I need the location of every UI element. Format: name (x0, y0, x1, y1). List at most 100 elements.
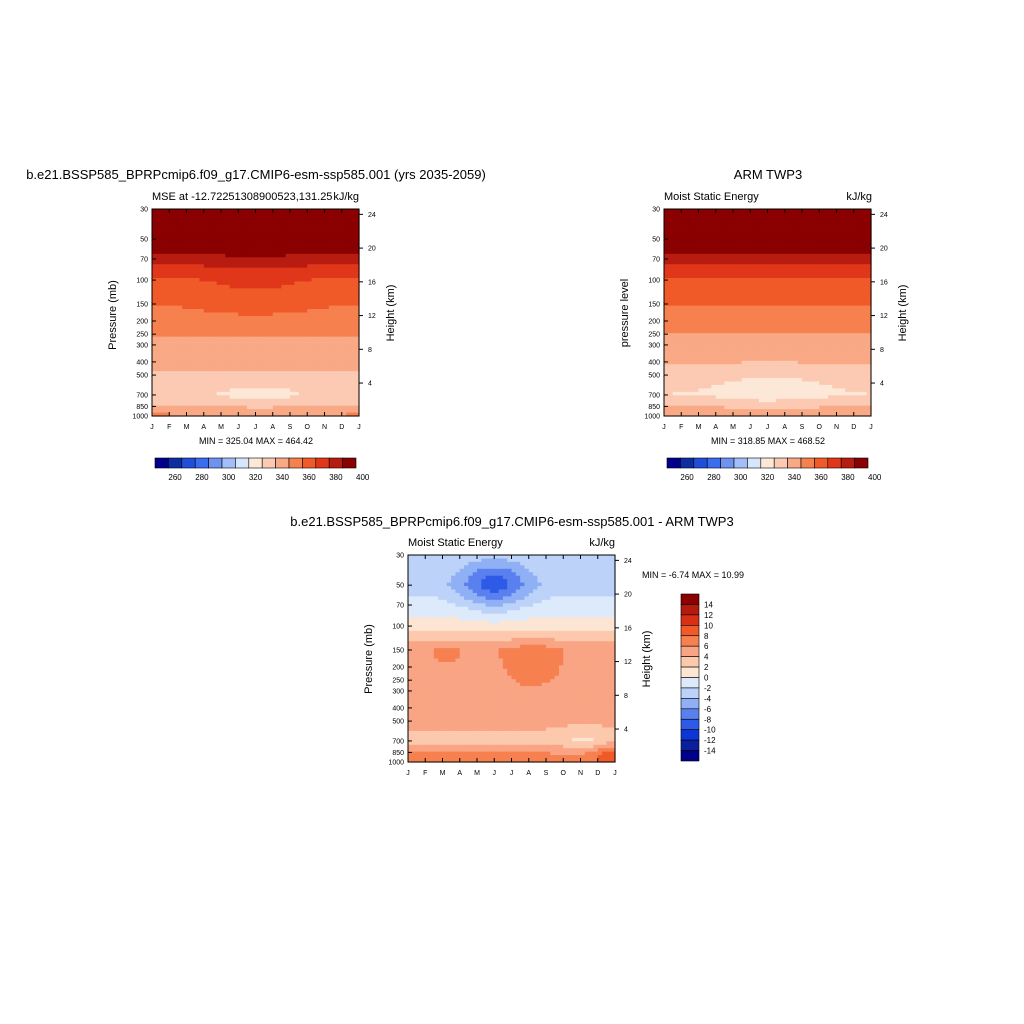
contour-cell (827, 309, 833, 314)
contour-cell (866, 253, 872, 258)
contour-cell (676, 212, 682, 217)
contour-cell (242, 309, 248, 314)
contour-cell (819, 312, 825, 317)
contour-cell (862, 312, 868, 317)
contour-cell (333, 250, 339, 255)
contour-cell (771, 322, 777, 327)
contour-cell (741, 243, 747, 248)
contour-cell (285, 222, 291, 227)
contour-cell (767, 305, 773, 310)
contour-cell (281, 357, 287, 362)
contour-cell (814, 309, 820, 314)
contour-cell (784, 274, 790, 279)
contour-cell (737, 281, 743, 286)
contour-cell (311, 284, 317, 289)
contour-cell (259, 288, 265, 293)
contour-cell (845, 226, 851, 231)
contour-cell (177, 391, 183, 396)
contour-cell (255, 257, 261, 262)
contour-cell (199, 381, 205, 386)
contour-cell (754, 253, 760, 258)
contour-cell (849, 343, 855, 348)
contour-cell (694, 336, 700, 341)
contour-cell (676, 240, 682, 245)
contour-cell (737, 212, 743, 217)
contour-cell (745, 302, 751, 307)
contour-cell (350, 305, 356, 310)
contour-cell (724, 267, 730, 272)
contour-cell (251, 402, 257, 407)
contour-cell (771, 315, 777, 320)
contour-cell (324, 233, 330, 238)
contour-cell (750, 336, 756, 341)
contour-cell (858, 215, 863, 220)
contour-cell (238, 271, 244, 276)
contour-cell (789, 315, 794, 320)
contour-cell (156, 381, 162, 386)
contour-cell (216, 226, 222, 231)
contour-cell (229, 322, 235, 327)
contour-cell (668, 319, 674, 324)
contour-cell (707, 278, 713, 283)
contour-cell (195, 381, 201, 386)
contour-cell (233, 302, 239, 307)
contour-cell (255, 309, 261, 314)
contour-cell (242, 302, 248, 307)
contour-cell (199, 219, 205, 224)
contour-cell (836, 322, 842, 327)
contour-cell (694, 347, 700, 352)
contour-cell (281, 274, 287, 279)
contour-cell (203, 302, 209, 307)
contour-cell (152, 353, 157, 358)
contour-cell (784, 209, 790, 214)
contour-cell (160, 315, 166, 320)
contour-cell (173, 267, 179, 272)
contour-cell (152, 291, 157, 296)
contour-cell (853, 309, 859, 314)
contour-cell (819, 233, 825, 238)
contour-cell (694, 326, 700, 331)
contour-cell (346, 388, 351, 393)
contour-cell (290, 233, 295, 238)
contour-cell (164, 409, 170, 414)
contour-cell (311, 271, 317, 276)
contour-cell (255, 246, 261, 251)
contour-cell (853, 312, 859, 317)
contour-cell (190, 222, 196, 227)
contour-cell (333, 298, 339, 303)
contour-cell (221, 288, 226, 293)
contour-cell (221, 319, 226, 324)
contour-cell (728, 315, 734, 320)
contour-cell (177, 309, 183, 314)
contour-cell (324, 243, 330, 248)
contour-cell (698, 315, 704, 320)
contour-cell (823, 212, 829, 217)
contour-cell (681, 305, 687, 310)
contour-cell (311, 319, 317, 324)
contour-cell (177, 264, 183, 269)
contour-cell (277, 281, 282, 286)
contour-cell (281, 219, 287, 224)
contour-cell (246, 288, 252, 293)
contour-cell (229, 315, 235, 320)
contour-cell (797, 264, 803, 269)
contour-cell (285, 405, 291, 410)
contour-cell (160, 295, 166, 300)
contour-cell (268, 295, 274, 300)
contour-cell (810, 302, 816, 307)
contour-cell (277, 295, 282, 300)
contour-cell (229, 353, 235, 358)
contour-cell (290, 357, 295, 362)
contour-cell (810, 315, 816, 320)
panel-model-colorbar: 260 280 300 320 340 360 380 400 (154, 457, 370, 482)
contour-cell (866, 226, 872, 231)
contour-cell (702, 215, 708, 220)
contour-cell (268, 281, 274, 286)
contour-cell (724, 233, 730, 238)
contour-cell (268, 291, 274, 296)
contour-cell (238, 309, 244, 314)
contour-cell (672, 243, 678, 248)
contour-cell (285, 291, 291, 296)
contour-cell (784, 302, 790, 307)
contour-cell (763, 291, 769, 296)
